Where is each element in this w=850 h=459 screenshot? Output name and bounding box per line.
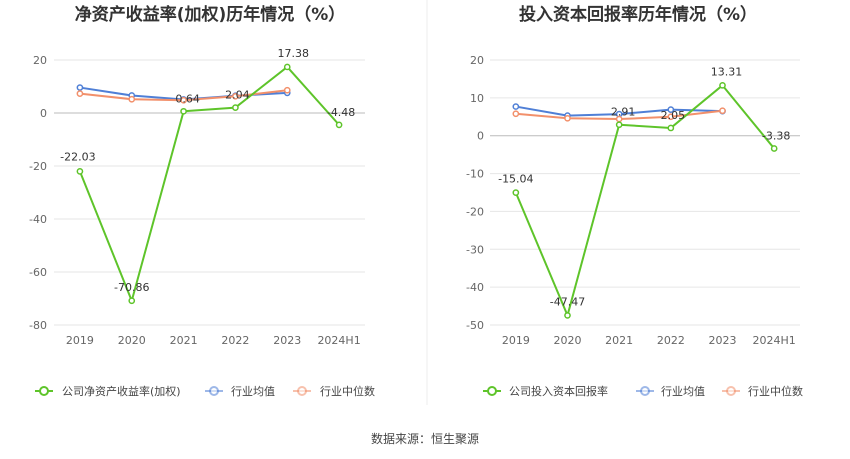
chart2-data-point [564, 312, 571, 319]
chart1-data-point [76, 84, 84, 91]
chart2-data-label: 2.91 [611, 106, 636, 119]
chart1-x-tick-label: 2022 [221, 334, 249, 347]
chart1-legend-label: 行业中位数 [320, 384, 375, 398]
chart1-legend-marker [209, 386, 219, 396]
chart2-data-label: -15.04 [498, 173, 533, 186]
chart1-data-point [76, 168, 84, 175]
chart2-data-label: 2.05 [661, 109, 686, 122]
chart1-y-tick-label: 20 [33, 54, 47, 67]
chart2-y-tick-label: -40 [466, 281, 484, 294]
chart1-data-point [180, 96, 187, 104]
chart2-y-tick-label: -10 [466, 168, 484, 181]
chart1-data-label: -4.48 [327, 106, 355, 119]
chart2-title: 投入资本回报率历年情况（%） [519, 4, 757, 25]
chart1-x-tick-label: 2024H1 [317, 334, 360, 347]
chart1-series-line [78, 65, 340, 302]
chart2-x-tick-label: 2022 [657, 334, 685, 347]
chart1-data-point [335, 121, 343, 129]
chart2-data-point [719, 81, 726, 89]
chart1-y-tick-label: -60 [29, 266, 47, 279]
chart2-data-label: -3.38 [762, 130, 790, 143]
chart2-data-point [512, 189, 520, 197]
chart1-x-tick-label: 2020 [118, 334, 146, 347]
chart1-data-point [128, 297, 136, 305]
chart2-y-tick-label: 0 [477, 130, 484, 143]
chart2-data-label: -47.47 [550, 295, 585, 308]
chart1-data-point [232, 92, 239, 100]
chart2-data-point [615, 121, 623, 129]
chart1-data-point [283, 86, 291, 94]
chart2-x-tick-label: 2019 [502, 334, 530, 347]
chart2-x-tick-label: 2024H1 [753, 334, 796, 347]
chart1-data-point [76, 90, 84, 98]
chart2-data-point [667, 124, 675, 132]
chart1-x-tick-label: 2019 [66, 334, 94, 347]
chart2-data-point [564, 114, 571, 122]
chart2-y-tick-label: -30 [466, 243, 484, 256]
chart2-x-tick-label: 2023 [709, 334, 737, 347]
chart1-legend-marker [297, 386, 307, 396]
chart1-data-point [283, 63, 291, 71]
chart1-x-tick-label: 2021 [170, 334, 198, 347]
chart2-legend-marker [640, 386, 650, 396]
chart1-y-tick-label: -80 [29, 319, 47, 332]
chart1-data-label: -22.03 [60, 150, 95, 163]
chart1-legend-label: 公司净资产收益率(加权) [62, 384, 181, 398]
chart2-data-label: 13.31 [711, 65, 743, 78]
chart2-series-line [514, 84, 775, 317]
chart2-data-point [512, 103, 520, 110]
chart1-data-label: 0.64 [175, 92, 200, 105]
chart2-y-tick-label: 20 [470, 54, 484, 67]
chart1-data-point [128, 95, 136, 103]
chart2-x-tick-label: 2020 [554, 334, 582, 347]
chart1-y-tick-label: -40 [29, 213, 47, 226]
chart1-data-label: 17.38 [278, 47, 310, 60]
chart2-data-point [719, 107, 726, 115]
chart1-y-tick-label: 0 [40, 107, 47, 120]
chart1-data-label: -70.86 [114, 281, 149, 294]
chart2-y-tick-label: 10 [470, 92, 484, 105]
chart2-legend-label: 行业均值 [661, 385, 705, 398]
chart2-legend-marker [487, 386, 497, 396]
chart2-data-point [770, 145, 778, 152]
chart1-legend-label: 行业均值 [231, 385, 275, 398]
data-source: 数据来源：恒生聚源 [371, 431, 479, 446]
chart1-data-point [180, 107, 187, 115]
chart1-y-tick-label: -20 [29, 160, 47, 173]
chart2-data-point [667, 106, 675, 113]
chart2-legend-marker [726, 386, 736, 396]
chart1-x-tick-label: 2023 [273, 334, 301, 347]
chart1-title: 净资产收益率(加权)历年情况（%） [75, 4, 346, 25]
chart2-data-point [512, 110, 520, 118]
chart1-legend-marker [39, 386, 49, 396]
chart2-x-tick-label: 2021 [605, 334, 633, 347]
chart2-y-tick-label: -20 [466, 205, 484, 218]
chart2-legend-label: 行业中位数 [748, 384, 803, 398]
chart2-data-point [667, 113, 675, 121]
chart2-legend-label: 公司投入资本回报率 [509, 384, 608, 398]
chart2-y-tick-label: -50 [466, 319, 484, 332]
chart1-data-point [232, 104, 239, 111]
chart1-data-label: 2.04 [225, 89, 250, 102]
